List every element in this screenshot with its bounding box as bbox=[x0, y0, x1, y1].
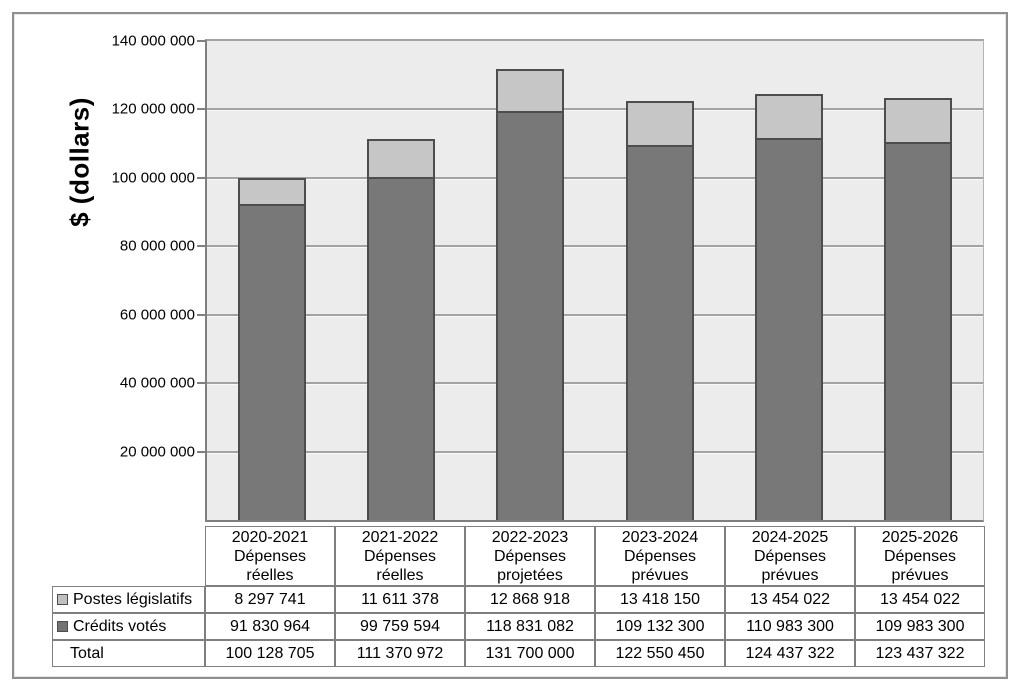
table-cell-total-2021-2022: 111 370 972 bbox=[335, 640, 465, 667]
y-axis-tick bbox=[197, 177, 205, 179]
y-axis-tick bbox=[197, 245, 205, 247]
table-header-line: 2023-2024 bbox=[621, 529, 699, 546]
bar-postes-legislatifs-2020-2021 bbox=[238, 178, 306, 206]
legend-label-credits-votes: Crédits votés bbox=[73, 617, 167, 635]
table-header-line: prévues bbox=[631, 567, 689, 584]
y-axis-tick bbox=[197, 40, 205, 42]
table-header-cell-2025-2026: 2025-2026 Dépenses prévues bbox=[855, 526, 985, 586]
legend-cell-total: Total bbox=[52, 640, 205, 667]
data-table: 2020-2021 Dépenses réelles 2021-2022 Dépense… bbox=[52, 526, 985, 667]
legend-label-total: Total bbox=[70, 644, 104, 662]
table-cell-postes-legislatifs-2022-2023: 12 868 918 bbox=[465, 586, 595, 613]
y-axis-tick-label: 40 000 000 bbox=[119, 374, 195, 392]
bar-credits-votes-2022-2023 bbox=[496, 113, 564, 520]
table-header-line: réelles bbox=[376, 567, 424, 584]
table-header-line: prévues bbox=[761, 567, 819, 584]
y-axis-tick-label: 80 000 000 bbox=[119, 237, 195, 255]
bar-credits-votes-2020-2021 bbox=[238, 206, 306, 520]
legend-key-credits-votes-icon bbox=[57, 621, 68, 632]
table-cell-credits-votes-2020-2021: 91 830 964 bbox=[205, 613, 335, 640]
table-header-line: 2021-2022 bbox=[361, 529, 439, 546]
table-cell-credits-votes-2021-2022: 99 759 594 bbox=[335, 613, 465, 640]
y-axis-tick-label: 140 000 000 bbox=[111, 32, 195, 50]
bar-credits-votes-2024-2025 bbox=[755, 140, 823, 520]
y-axis-tick-label: 100 000 000 bbox=[111, 169, 195, 187]
table-cell-postes-legislatifs-2023-2024: 13 418 150 bbox=[595, 586, 725, 613]
gridline bbox=[207, 451, 983, 453]
table-header-cell-2024-2025: 2024-2025 Dépenses prévues bbox=[725, 526, 855, 586]
table-cell-credits-votes-2023-2024: 109 132 300 bbox=[595, 613, 725, 640]
figure-border bbox=[12, 12, 1008, 679]
table-header-line: Dépenses bbox=[233, 548, 307, 565]
table-header-line: Dépenses bbox=[623, 548, 697, 565]
bar-postes-legislatifs-2024-2025 bbox=[755, 94, 823, 140]
y-axis-tick-label: 120 000 000 bbox=[111, 100, 195, 118]
table-cell-total-2025-2026: 123 437 322 bbox=[855, 640, 985, 667]
y-axis-tick-label: 20 000 000 bbox=[119, 443, 195, 461]
y-axis-title: $ (dollars) bbox=[64, 97, 95, 227]
legend-label-postes-legislatifs: Postes législatifs bbox=[73, 590, 193, 608]
table-header-cell-2021-2022: 2021-2022 Dépenses réelles bbox=[335, 526, 465, 586]
legend-cell-credits-votes: Crédits votés bbox=[52, 613, 205, 640]
table-cell-total-2020-2021: 100 128 705 bbox=[205, 640, 335, 667]
bar-credits-votes-2025-2026 bbox=[884, 144, 952, 520]
bar-credits-votes-2023-2024 bbox=[626, 147, 694, 520]
table-header-line: 2025-2026 bbox=[881, 529, 959, 546]
table-header-line: Dépenses bbox=[753, 548, 827, 565]
gridline bbox=[207, 177, 983, 179]
legend-key-postes-legislatifs-icon bbox=[57, 594, 68, 605]
bar-postes-legislatifs-2023-2024 bbox=[626, 101, 694, 147]
table-header-line: prévues bbox=[891, 567, 949, 584]
table-header-cell-2022-2023: 2022-2023 Dépenses projetées bbox=[465, 526, 595, 586]
table-cell-total-2023-2024: 122 550 450 bbox=[595, 640, 725, 667]
y-axis-tick bbox=[197, 108, 205, 110]
table-cell-total-2024-2025: 124 437 322 bbox=[725, 640, 855, 667]
table-header-line: 2024-2025 bbox=[751, 529, 829, 546]
table-header-line: 2020-2021 bbox=[231, 529, 309, 546]
y-axis-tick bbox=[197, 314, 205, 316]
table-header-cell-2020-2021: 2020-2021 Dépenses réelles bbox=[205, 526, 335, 586]
table-header-cell-2023-2024: 2023-2024 Dépenses prévues bbox=[595, 526, 725, 586]
y-axis-tick bbox=[197, 382, 205, 384]
plot-area bbox=[205, 39, 984, 522]
table-header-line: Dépenses bbox=[493, 548, 567, 565]
table-header-line: Dépenses bbox=[363, 548, 437, 565]
gridline bbox=[207, 108, 983, 110]
y-axis-tick bbox=[197, 451, 205, 453]
table-header-line: Dépenses bbox=[883, 548, 957, 565]
table-header-line: projetées bbox=[497, 567, 563, 584]
bar-postes-legislatifs-2025-2026 bbox=[884, 98, 952, 144]
table-cell-credits-votes-2025-2026: 109 983 300 bbox=[855, 613, 985, 640]
bar-postes-legislatifs-2021-2022 bbox=[367, 139, 435, 179]
table-corner-cell bbox=[52, 526, 205, 586]
table-cell-credits-votes-2022-2023: 118 831 082 bbox=[465, 613, 595, 640]
table-cell-postes-legislatifs-2020-2021: 8 297 741 bbox=[205, 586, 335, 613]
legend-cell-postes-legislatifs: Postes législatifs bbox=[52, 586, 205, 613]
table-cell-postes-legislatifs-2025-2026: 13 454 022 bbox=[855, 586, 985, 613]
bar-postes-legislatifs-2022-2023 bbox=[496, 69, 564, 113]
y-axis-tick-label: 60 000 000 bbox=[119, 306, 195, 324]
gridline bbox=[207, 382, 983, 384]
table-header-line: 2022-2023 bbox=[491, 529, 569, 546]
bar-credits-votes-2021-2022 bbox=[367, 179, 435, 520]
table-header-line: réelles bbox=[246, 567, 294, 584]
table-cell-credits-votes-2024-2025: 110 983 300 bbox=[725, 613, 855, 640]
gridline bbox=[207, 314, 983, 316]
gridline bbox=[207, 245, 983, 247]
table-cell-postes-legislatifs-2021-2022: 11 611 378 bbox=[335, 586, 465, 613]
table-cell-total-2022-2023: 131 700 000 bbox=[465, 640, 595, 667]
table-cell-postes-legislatifs-2024-2025: 13 454 022 bbox=[725, 586, 855, 613]
